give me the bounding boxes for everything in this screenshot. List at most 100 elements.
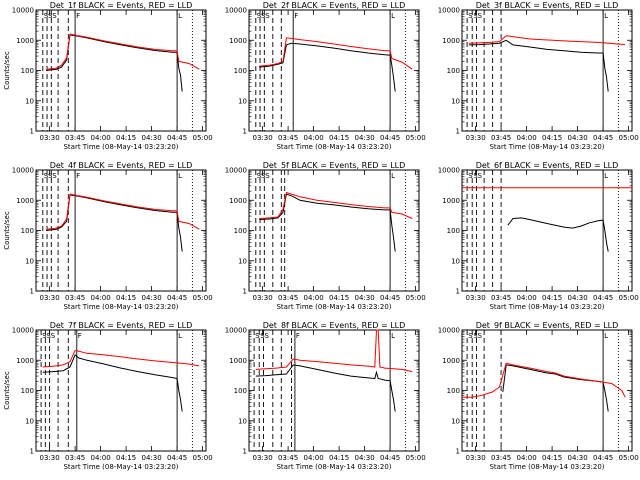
event-marker-label: S bbox=[261, 172, 266, 180]
y-tick-label: 10000 bbox=[225, 7, 247, 15]
y-tick-label: 100 bbox=[21, 387, 34, 395]
event-marker-label: S bbox=[48, 172, 53, 180]
y-tick-label: 100 bbox=[234, 67, 247, 75]
x-tick-label: 03:45 bbox=[278, 134, 298, 142]
event-marker-label: S bbox=[52, 172, 57, 180]
y-tick-label: 10000 bbox=[225, 327, 247, 335]
events-rate-line bbox=[42, 354, 183, 412]
detector-plot: Det_3f BLACK = Events, RED = LLD 1 10 100 10… bbox=[438, 1, 639, 151]
x-axis-label: Start Time (08-May-14 03:23:20) bbox=[63, 143, 178, 151]
event-marker-label: S bbox=[265, 172, 270, 180]
x-tick-label: 03:30 bbox=[40, 134, 60, 142]
y-tick-label: 1 bbox=[243, 128, 247, 136]
x-tick-label: 04:15 bbox=[329, 294, 349, 302]
y-tick-label: 10000 bbox=[438, 7, 460, 15]
x-tick-label: 03:45 bbox=[278, 454, 298, 462]
y-tick-label: 1 bbox=[243, 288, 247, 296]
x-tick-label: 03:30 bbox=[253, 454, 273, 462]
x-tick-label: 05:00 bbox=[406, 454, 426, 462]
x-axis-label: Start Time (08-May-14 03:23:20) bbox=[489, 463, 604, 471]
event-marker-label: L bbox=[604, 172, 608, 180]
event-marker-label: S bbox=[255, 332, 260, 340]
x-tick-label: 04:45 bbox=[380, 134, 400, 142]
y-tick-label: 1 bbox=[456, 128, 460, 136]
lld-rate-line bbox=[259, 191, 413, 219]
event-marker-label: S bbox=[473, 12, 478, 20]
x-tick-label: 04:45 bbox=[167, 294, 187, 302]
event-marker-label: S bbox=[264, 332, 269, 340]
plot-title: Det_3f BLACK = Events, RED = LLD bbox=[476, 1, 619, 10]
detector-plot: Det_9f BLACK = Events, RED = LLD 1 10 100 10… bbox=[438, 321, 639, 471]
detector-panel: Det_9f BLACK = Events, RED = LLD 1 10 100 10… bbox=[426, 320, 639, 480]
x-tick-label: 03:45 bbox=[278, 294, 298, 302]
x-tick-label: 05:00 bbox=[193, 134, 213, 142]
lld-rate-line bbox=[462, 362, 626, 398]
detector-panel: Det_5f BLACK = Events, RED = LLD 1 10 100 10… bbox=[213, 160, 426, 320]
plot-title: Det_2f BLACK = Events, RED = LLD bbox=[263, 1, 406, 10]
y-tick-label: 1 bbox=[30, 448, 34, 456]
detector-panel: Det_3f BLACK = Events, RED = LLD 1 10 100 10… bbox=[426, 0, 639, 160]
event-marker-label: S bbox=[265, 12, 270, 20]
plot-title: Det_5f BLACK = Events, RED = LLD bbox=[263, 161, 406, 170]
y-tick-label: 1 bbox=[456, 448, 460, 456]
x-tick-label: 04:45 bbox=[593, 294, 613, 302]
plot-title: Det_9f BLACK = Events, RED = LLD bbox=[476, 321, 619, 330]
x-tick-label: 04:30 bbox=[568, 134, 588, 142]
detector-panel: Det_7f BLACK = Events, RED = LLD 1 10 100 10… bbox=[0, 320, 213, 480]
x-tick-label: 04:15 bbox=[542, 454, 562, 462]
events-rate-line bbox=[468, 39, 609, 92]
y-tick-label: 10000 bbox=[438, 327, 460, 335]
y-tick-label: 100 bbox=[447, 387, 460, 395]
x-tick-label: 05:00 bbox=[193, 454, 213, 462]
event-marker-label: S bbox=[52, 12, 57, 20]
y-tick-label: 1 bbox=[30, 288, 34, 296]
x-tick-label: 04:00 bbox=[517, 454, 537, 462]
y-tick-label: 10 bbox=[25, 417, 34, 425]
x-axis-label: Start Time (08-May-14 03:23:20) bbox=[276, 463, 391, 471]
x-tick-label: 04:15 bbox=[329, 454, 349, 462]
x-tick-label: 04:45 bbox=[167, 134, 187, 142]
y-axis-label: Counts/sec bbox=[3, 211, 11, 250]
event-marker-label: L bbox=[391, 172, 395, 180]
x-tick-label: 03:30 bbox=[466, 134, 486, 142]
event-marker-label: L bbox=[391, 12, 395, 20]
y-tick-label: 10000 bbox=[12, 327, 34, 335]
x-tick-label: 03:30 bbox=[253, 134, 273, 142]
event-marker-label: S bbox=[473, 332, 478, 340]
y-tick-label: 100 bbox=[234, 227, 247, 235]
event-marker-label: S bbox=[473, 172, 478, 180]
y-tick-label: 1000 bbox=[229, 197, 247, 205]
x-tick-label: 04:45 bbox=[593, 134, 613, 142]
plot-title: Det_7f BLACK = Events, RED = LLD bbox=[50, 321, 193, 330]
y-tick-label: 1 bbox=[30, 128, 34, 136]
x-axis-label: Start Time (08-May-14 03:23:20) bbox=[276, 143, 391, 151]
y-tick-label: 1000 bbox=[16, 197, 34, 205]
x-tick-label: 04:45 bbox=[380, 454, 400, 462]
y-tick-label: 100 bbox=[234, 387, 247, 395]
x-tick-label: 03:45 bbox=[65, 134, 85, 142]
y-tick-label: 10 bbox=[25, 97, 34, 105]
x-tick-label: 04:00 bbox=[517, 134, 537, 142]
x-tick-label: 03:30 bbox=[40, 294, 60, 302]
x-tick-label: 03:30 bbox=[466, 294, 486, 302]
y-tick-label: 100 bbox=[21, 67, 34, 75]
lld-rate-line bbox=[468, 35, 626, 46]
events-rate-line bbox=[46, 194, 183, 252]
x-tick-label: 03:45 bbox=[491, 294, 511, 302]
x-tick-label: 04:30 bbox=[142, 294, 162, 302]
y-axis-label: Counts/sec bbox=[3, 51, 11, 90]
x-tick-label: 03:30 bbox=[40, 454, 60, 462]
x-tick-label: 04:00 bbox=[91, 134, 111, 142]
x-tick-label: 03:45 bbox=[491, 454, 511, 462]
event-marker-label: L bbox=[178, 332, 182, 340]
lld-rate-line bbox=[255, 329, 413, 373]
lld-rate-line bbox=[42, 349, 200, 368]
event-marker-label: S bbox=[468, 172, 473, 180]
plot-frame bbox=[35, 329, 207, 452]
y-tick-label: 1000 bbox=[442, 357, 460, 365]
event-marker-label: F bbox=[78, 332, 82, 340]
plot-frame bbox=[35, 9, 207, 132]
y-tick-label: 1000 bbox=[16, 37, 34, 45]
event-marker-label: S bbox=[42, 332, 47, 340]
x-tick-label: 04:15 bbox=[329, 134, 349, 142]
